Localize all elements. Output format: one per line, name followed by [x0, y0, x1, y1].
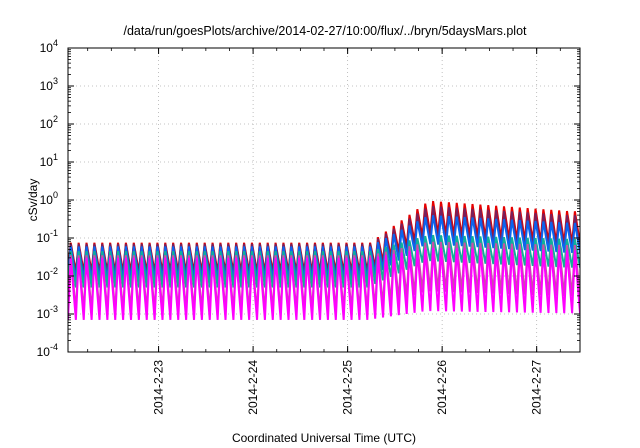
y-tick-label: 10-3 [37, 304, 58, 321]
x-tick-label: 2014-2-26 [435, 360, 449, 415]
series-line-4 [68, 234, 580, 288]
y-axis: 104 103 102 101 100 10-1 10-2 10-3 10-4 [37, 38, 580, 359]
y-tick-label: 100 [40, 190, 58, 207]
y-tick-label: 104 [40, 38, 58, 55]
series-group [68, 200, 580, 320]
y-axis-label: cSv/day [26, 179, 40, 222]
y-tick-label: 10-1 [37, 228, 58, 245]
chart-title: /data/run/goesPlots/archive/2014-02-27/1… [123, 24, 527, 38]
y-tick-label: 103 [40, 76, 58, 93]
y-tick-label: 101 [40, 152, 58, 169]
x-axis: 2014-2-23 2014-2-24 2014-2-25 2014-2-26 2014… [87, 48, 561, 415]
y-tick-label: 10-2 [37, 266, 58, 283]
x-tick-label: 2014-2-23 [152, 360, 166, 415]
x-tick-label: 2014-2-27 [530, 360, 544, 415]
x-tick-label: 2014-2-24 [246, 360, 260, 415]
y-tick-label: 10-4 [37, 342, 58, 359]
y-tick-label: 102 [40, 114, 58, 131]
x-tick-label: 2014-2-25 [341, 360, 355, 415]
x-axis-label: Coordinated Universal Time (UTC) [232, 431, 416, 445]
series-line-6 [68, 247, 580, 320]
